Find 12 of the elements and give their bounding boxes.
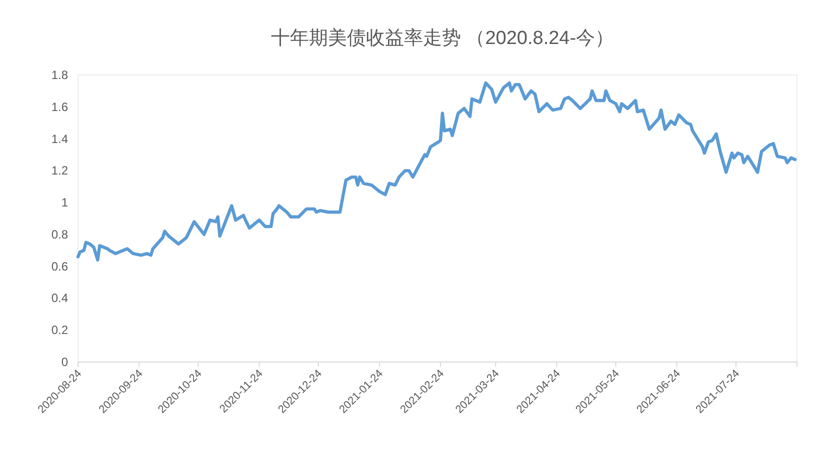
line-series [76, 81, 797, 262]
y-tick-label: 1.2 [51, 164, 68, 178]
y-tick-label: 1 [61, 196, 68, 210]
y-tick-label: 1.6 [51, 100, 68, 114]
y-tick-label: 0.8 [51, 227, 68, 242]
y-tick-label: 0.4 [51, 291, 68, 306]
y-tick-label: 0.2 [51, 323, 68, 338]
y-tick-label: 1.8 [51, 68, 68, 82]
y-tick-label: 1.4 [51, 132, 68, 146]
y-tick-label: 0 [61, 355, 68, 369]
chart-title: 十年期美债收益率走势 （2020.8.24-今） [270, 27, 614, 49]
y-tick-label: 0.6 [51, 259, 68, 274]
